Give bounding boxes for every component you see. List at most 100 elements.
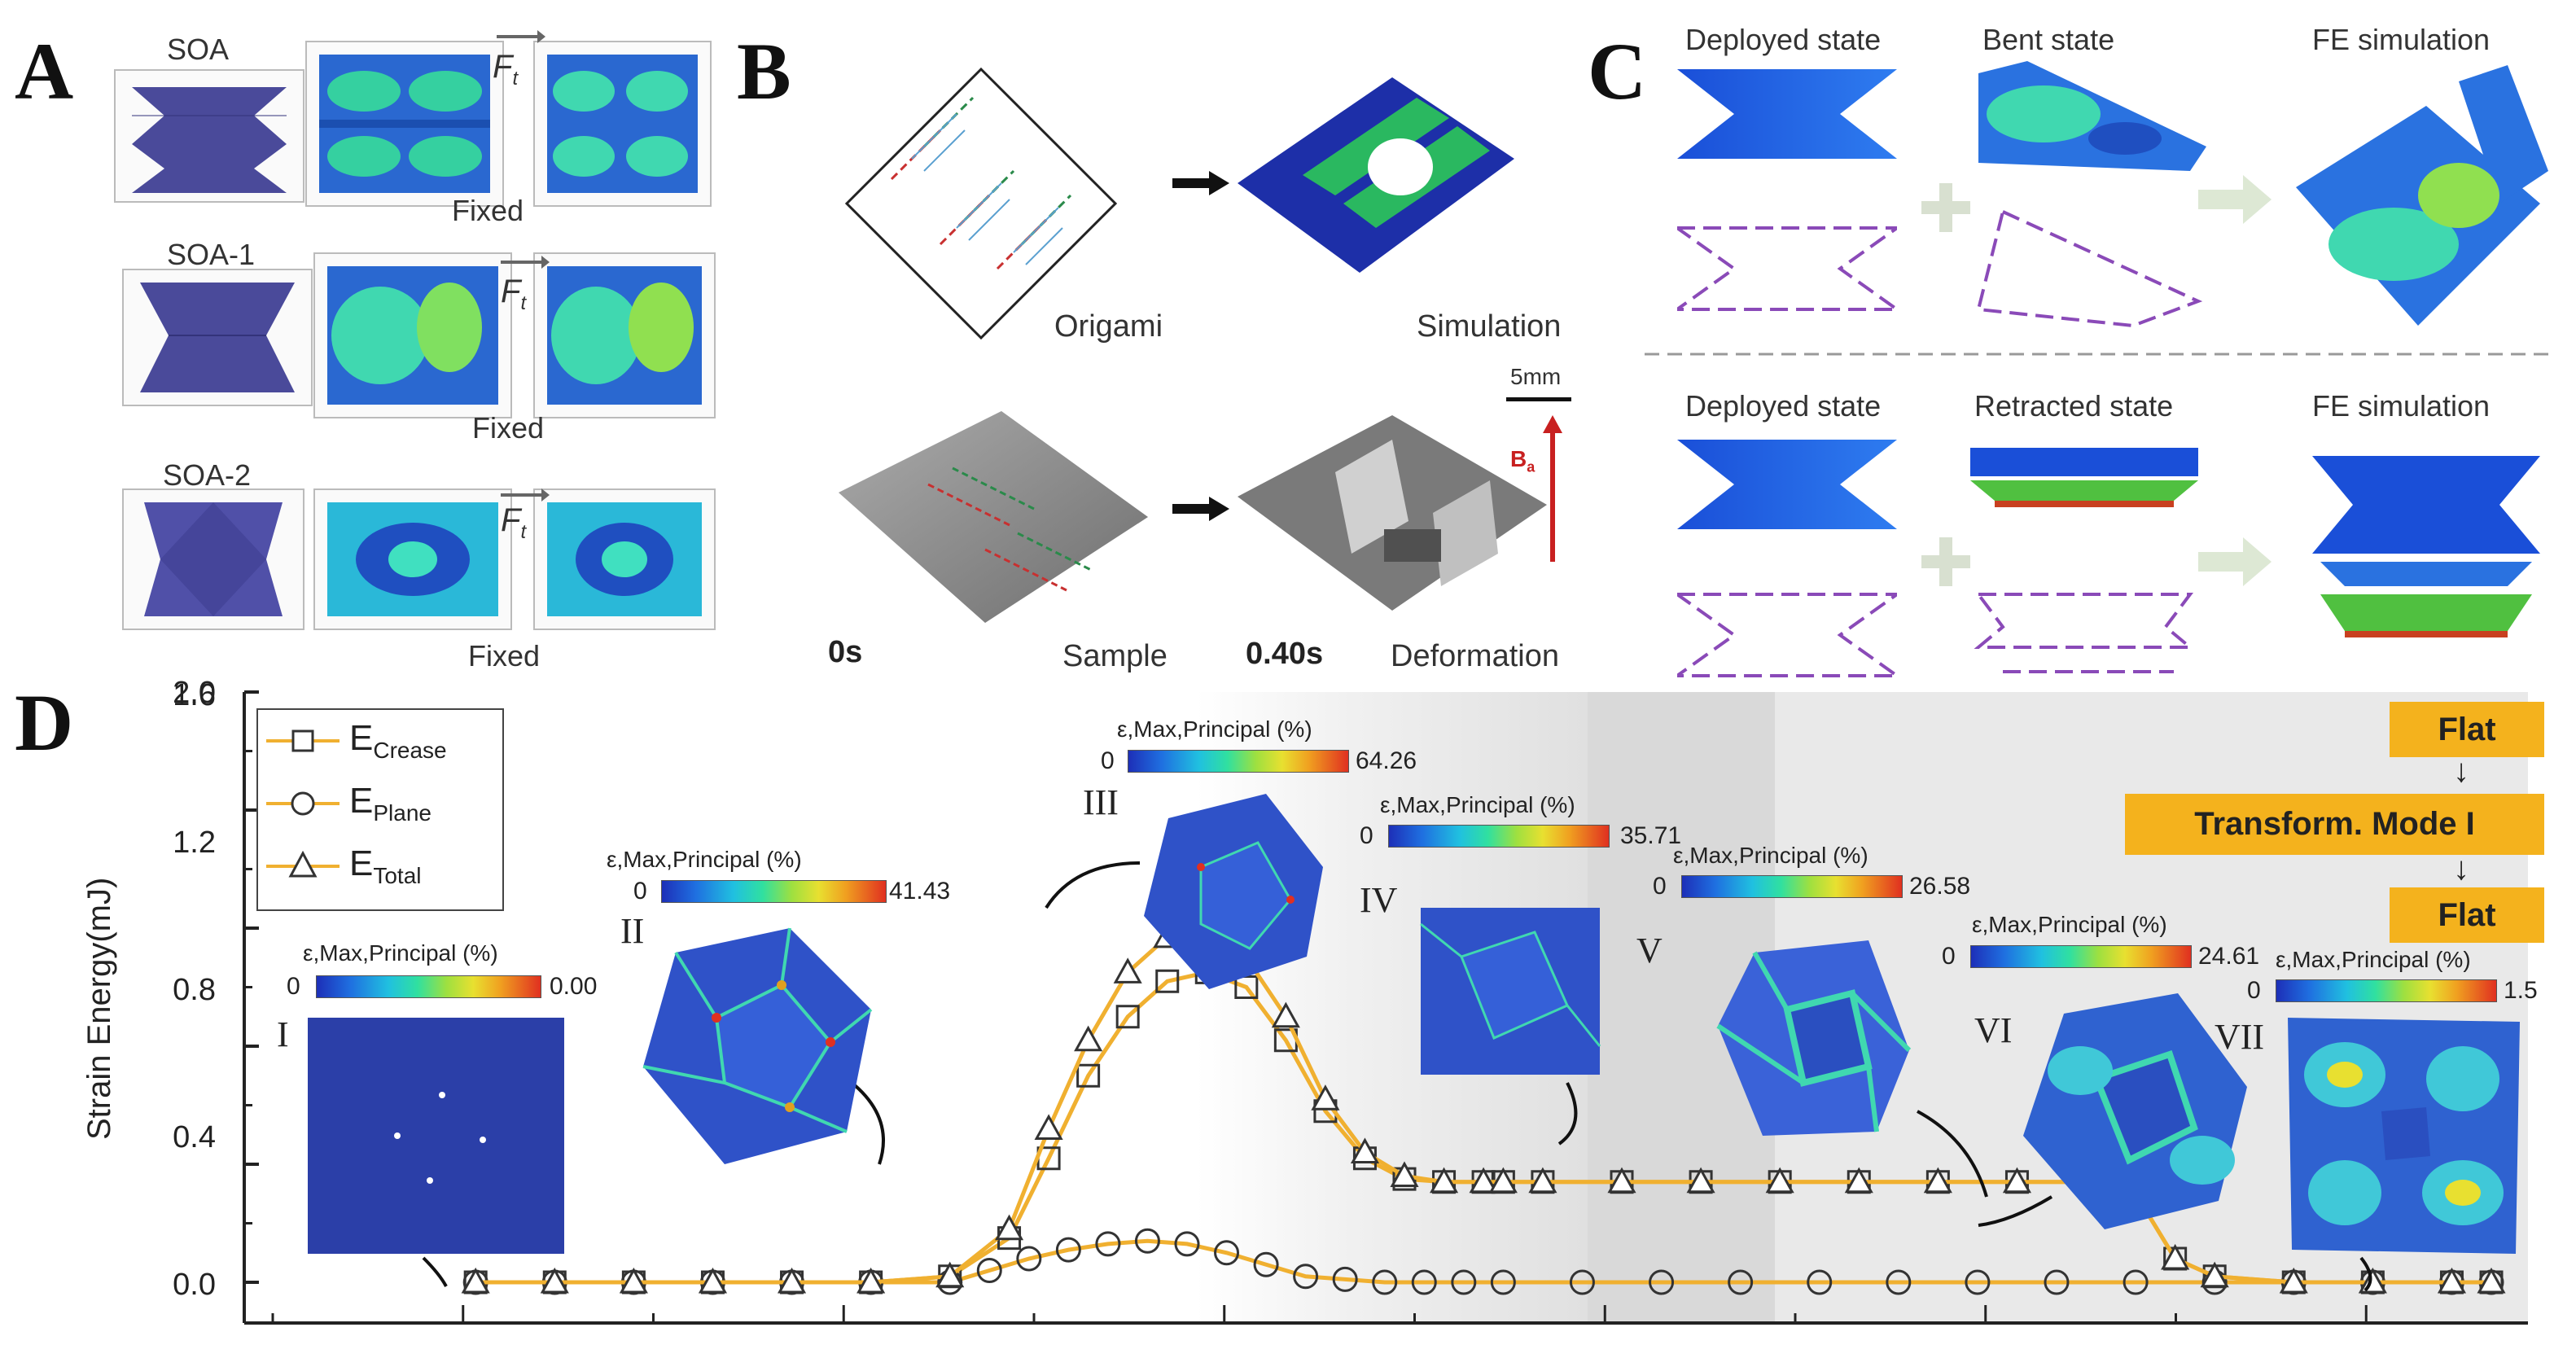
colorbar-title-iv: ε,Max,Principal (%) [1380,792,1575,817]
series-marker-triangle [1429,1167,1459,1194]
legend-marker-square [266,729,340,752]
inset-i-render [308,1018,564,1254]
series-marker-triangle [1034,1114,1063,1140]
retracted-shape [1970,448,2198,507]
series-marker-circle [1055,1237,1081,1263]
pointer-arrow-i [422,1256,448,1287]
series-marker-triangle [2279,1267,2308,1294]
panel-letter-b: B [737,26,791,116]
series-marker-triangle [1528,1167,1557,1194]
soa2-fe-1 [313,488,512,630]
series-marker-circle [1807,1269,1833,1295]
state-label-vii: VII [2215,1017,2265,1057]
state-label-iii: III [1083,782,1119,822]
colorbar-max-iv: 35.71 [1620,822,1682,849]
colorbar-min-i: 0 [287,973,300,1000]
soa2-model [122,488,304,630]
sample-label: Sample [1062,639,1168,673]
y-tick: 1.6 [173,678,216,712]
series-marker-square [1155,969,1180,993]
series-marker-circle [1649,1269,1675,1295]
y-tick: 1.2 [173,826,216,860]
right-arrow-icon [1172,497,1229,521]
series-line-plane [475,1238,2491,1285]
force-label-2: Ft [501,274,527,314]
soa1-model [122,269,313,406]
colorbar-min-ii: 0 [633,878,647,905]
inset-v-render [1716,940,1912,1136]
series-marker-triangle [2437,1267,2467,1294]
scale-bar [1506,397,1571,401]
colorbar-title-i: ε,Max,Principal (%) [303,940,498,966]
deployed-shape-2 [1677,440,1897,529]
state-label-i: I [277,1014,289,1054]
series-marker-circle [1411,1269,1437,1295]
colorbar-max-ii: 41.43 [889,878,951,905]
panel-letter-a: A [15,26,74,116]
sample-photo [839,411,1148,623]
inset-iii-render [1144,794,1323,989]
colorbar-iii [1128,750,1349,773]
colorbar-iv [1388,825,1610,848]
c-bottom-label-1: Deployed state [1685,389,1882,423]
flow-box-flat-1: Flat [2390,702,2544,757]
colorbar-ii [661,880,887,903]
series-marker-square [1076,1063,1101,1088]
state-label-ii: II [620,911,645,951]
soa1-label: SOA-1 [167,238,256,271]
separator [1645,353,2556,356]
colorbar-title-vii: ε,Max,Principal (%) [2276,947,2471,972]
series-marker-triangle [994,1214,1024,1241]
colorbar-min-v: 0 [1653,873,1667,900]
soa1-fe-1 [313,252,512,418]
series-marker-triangle [1311,1084,1340,1110]
plus-icon [1921,537,1970,586]
series-marker-circle [1016,1246,1042,1272]
deformation-label: Deformation [1391,639,1559,673]
simulation-label: Simulation [1417,309,1562,344]
c-top-label-1: Deployed state [1685,23,1882,56]
down-arrow-icon: ↓ [2453,851,2469,887]
c-top-label-2: Bent state [1982,23,2115,56]
colorbar-min-vi: 0 [1942,943,1956,970]
retracted-outline [1974,593,2195,673]
arrow-icon [497,30,545,43]
soa-fe-2 [533,41,712,207]
pointer-arrow-iii [1045,861,1141,909]
fe-simulation-retracted [2312,456,2540,637]
pointer-arrow-vi [1978,1195,2053,1227]
inset-ii-render [642,927,873,1164]
series-marker-circle [1253,1251,1279,1277]
legend-marker-triangle [266,850,340,878]
series-marker-triangle [1686,1167,1715,1194]
deployed-shape [1677,69,1897,159]
panel-letter-d: D [15,677,74,768]
legend: ECrease EPlane ETotal [256,708,504,911]
inset-vi-render [2023,993,2247,1229]
series-marker-circle [1372,1269,1398,1295]
y-tick: 0.0 [173,1268,216,1302]
origami-label: Origami [1054,309,1163,344]
series-marker-circle [2123,1269,2149,1295]
pointer-arrow-vi-in [1917,1110,1988,1198]
series-marker-circle [1728,1269,1754,1295]
series-marker-triangle [698,1267,728,1294]
bent-shape [1978,61,2206,171]
series-marker-triangle [619,1267,648,1294]
series-marker-circle [1965,1269,1991,1295]
colorbar-title-vi: ε,Max,Principal (%) [1972,912,2167,937]
legend-label-crease: ECrease [349,718,447,763]
process-arrow-icon [2198,175,2272,224]
series-marker-triangle [1271,1001,1300,1028]
colorbar-title-ii: ε,Max,Principal (%) [607,847,802,872]
process-arrow-icon [2198,537,2272,586]
fe-simulation-bent [2296,65,2548,326]
soa2-label: SOA-2 [163,458,252,492]
colorbar-min-vii: 0 [2247,977,2261,1004]
soa-model [114,69,304,203]
legend-marker-circle [266,791,340,816]
colorbar-max-i: 0.00 [550,973,598,1000]
force-label-3: Ft [501,502,527,543]
series-marker-triangle [1113,957,1142,983]
series-marker-triangle [2200,1261,2229,1288]
